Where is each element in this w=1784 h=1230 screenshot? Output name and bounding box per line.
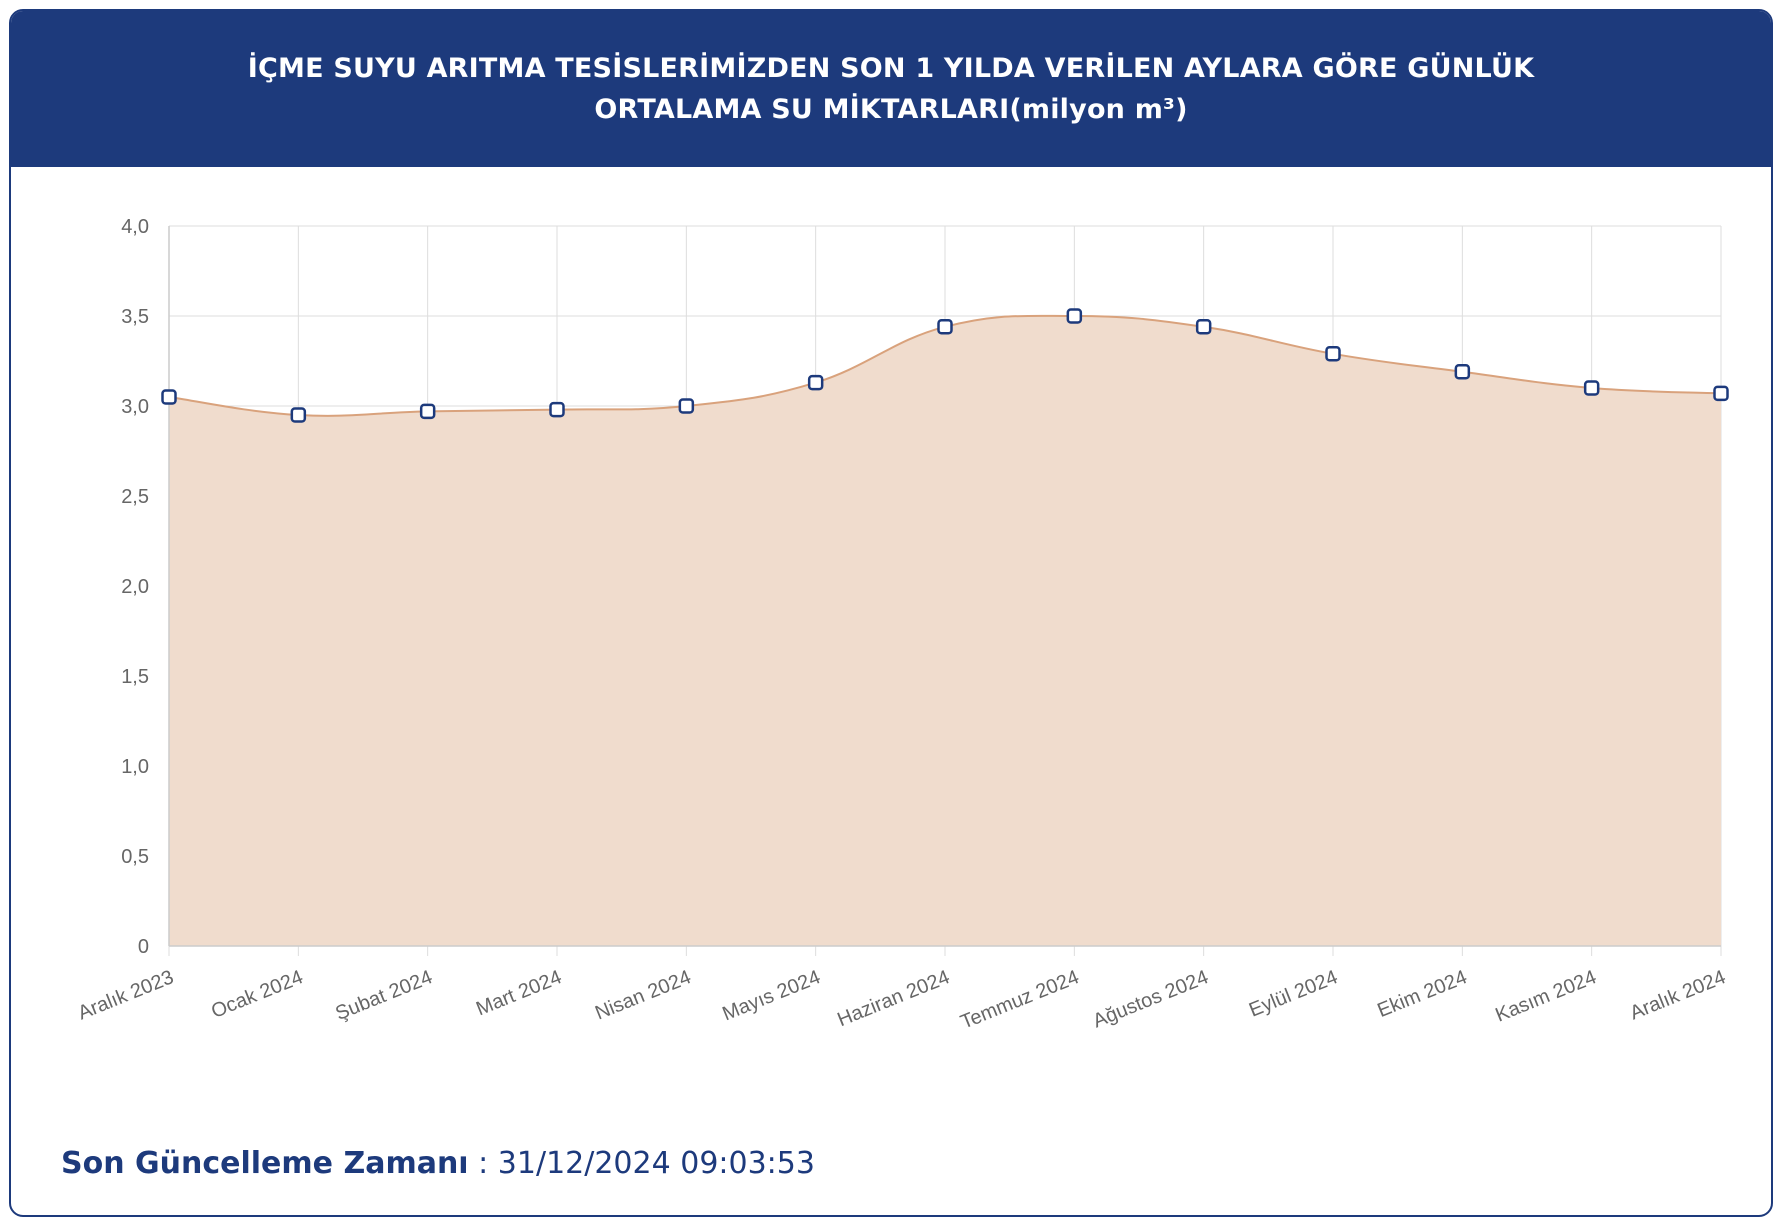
data-point [1066,308,1083,324]
x-tick-label: Aralık 2024 [1627,966,1729,1024]
data-point [678,398,695,414]
x-tick-label: Ocak 2024 [208,966,306,1023]
area-fill [169,315,1721,946]
last-update-separator: : [468,1146,498,1181]
x-tick-label: Eylül 2024 [1246,966,1341,1021]
data-point [1454,364,1471,380]
data-point [419,403,436,420]
last-update: Son Güncelleme Zamanı : 31/12/2024 09:03… [61,1146,815,1181]
chart-title: İÇME SUYU ARITMA TESİSLERİMİZDEN SON 1 Y… [247,53,1535,125]
last-update-label: Son Güncelleme Zamanı [61,1146,469,1181]
y-tick-label: 3,0 [121,396,149,418]
data-point [1713,385,1729,402]
y-tick-label: 2,5 [121,486,149,508]
x-tick-label: Haziran 2024 [834,966,953,1031]
x-tick-label: Ekim 2024 [1374,966,1470,1022]
y-tick-label: 0,5 [121,846,149,868]
y-tick-label: 0 [138,936,149,958]
y-tick-label: 1,5 [121,666,149,688]
x-tick-label: Nisan 2024 [592,966,694,1024]
chart-header: İÇME SUYU ARITMA TESİSLERİMİZDEN SON 1 Y… [11,11,1771,167]
x-tick-label: Şubat 2024 [332,966,435,1025]
y-tick-label: 1,0 [121,756,149,778]
data-point [807,374,824,391]
data-point [937,319,953,335]
x-tick-label: Mart 2024 [473,966,565,1020]
data-point [1325,346,1341,362]
x-tick-label: Temmuz 2024 [957,966,1082,1033]
data-point [1583,380,1600,396]
y-tick-label: 2,0 [121,576,149,598]
x-tick-label: Mayıs 2024 [719,966,823,1025]
data-point [549,401,565,418]
y-tick-label: 3,5 [121,306,149,328]
x-tick-label: Kasım 2024 [1492,966,1599,1026]
y-tick-label: 4,0 [121,216,149,238]
data-point [290,407,307,423]
last-update-value: 31/12/2024 09:03:53 [497,1146,815,1181]
data-point [1195,319,1212,335]
x-tick-label: Ağustos 2024 [1090,966,1212,1032]
x-tick-label: Aralık 2023 [75,966,177,1024]
data-point [161,389,177,405]
